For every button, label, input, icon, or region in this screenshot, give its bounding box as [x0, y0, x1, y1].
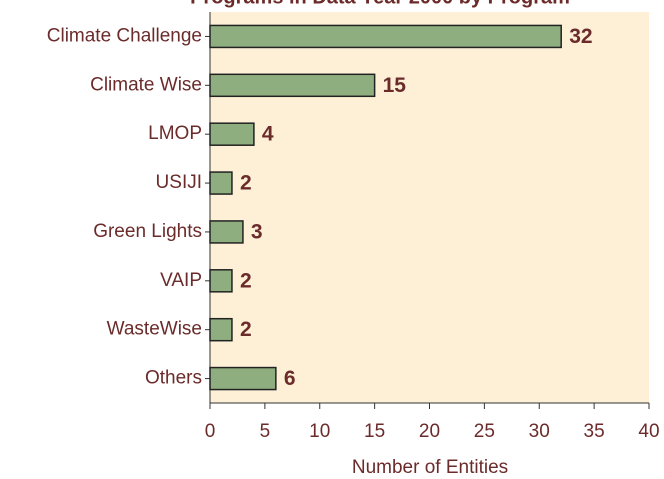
value-label: 4	[262, 123, 274, 146]
x-tick-label: 20	[419, 421, 440, 442]
x-tick-label: 30	[529, 421, 550, 442]
value-label: 15	[383, 74, 407, 97]
value-label: 2	[240, 269, 252, 292]
x-axis-label: Number of Entities	[352, 457, 508, 478]
y-tick-label: Green Lights	[93, 221, 202, 242]
bar	[209, 73, 376, 98]
x-tick-label: 10	[309, 421, 330, 442]
bar	[209, 269, 233, 293]
value-label: 32	[569, 25, 592, 48]
plot-area	[210, 12, 649, 403]
y-tick-label: LMOP	[148, 123, 202, 144]
y-tick-label: Climate Wise	[90, 74, 202, 95]
value-label: 3	[251, 220, 263, 243]
bar	[209, 122, 255, 146]
bar	[209, 171, 233, 195]
y-tick-label: USIJI	[156, 172, 202, 193]
x-tick-label: 35	[584, 421, 605, 442]
value-label: 2	[240, 172, 252, 195]
bar	[209, 220, 244, 244]
x-tick-label: 0	[205, 421, 216, 442]
bar	[209, 24, 562, 49]
bar	[209, 366, 277, 391]
y-tick-label: Climate Challenge	[47, 25, 202, 46]
x-tick-label: 15	[364, 421, 385, 442]
y-tick-label: Others	[145, 368, 202, 389]
x-tick-label: 40	[638, 421, 659, 442]
y-tick-label: WasteWise	[107, 319, 202, 340]
x-tick-label: 25	[474, 421, 495, 442]
value-label: 6	[284, 367, 296, 390]
bar	[209, 317, 233, 342]
value-label: 2	[240, 318, 252, 341]
y-tick-label: VAIP	[160, 270, 202, 291]
chart-title: Programs in Data Year 2000 by Program	[190, 0, 570, 8]
x-tick-label: 5	[260, 421, 271, 442]
